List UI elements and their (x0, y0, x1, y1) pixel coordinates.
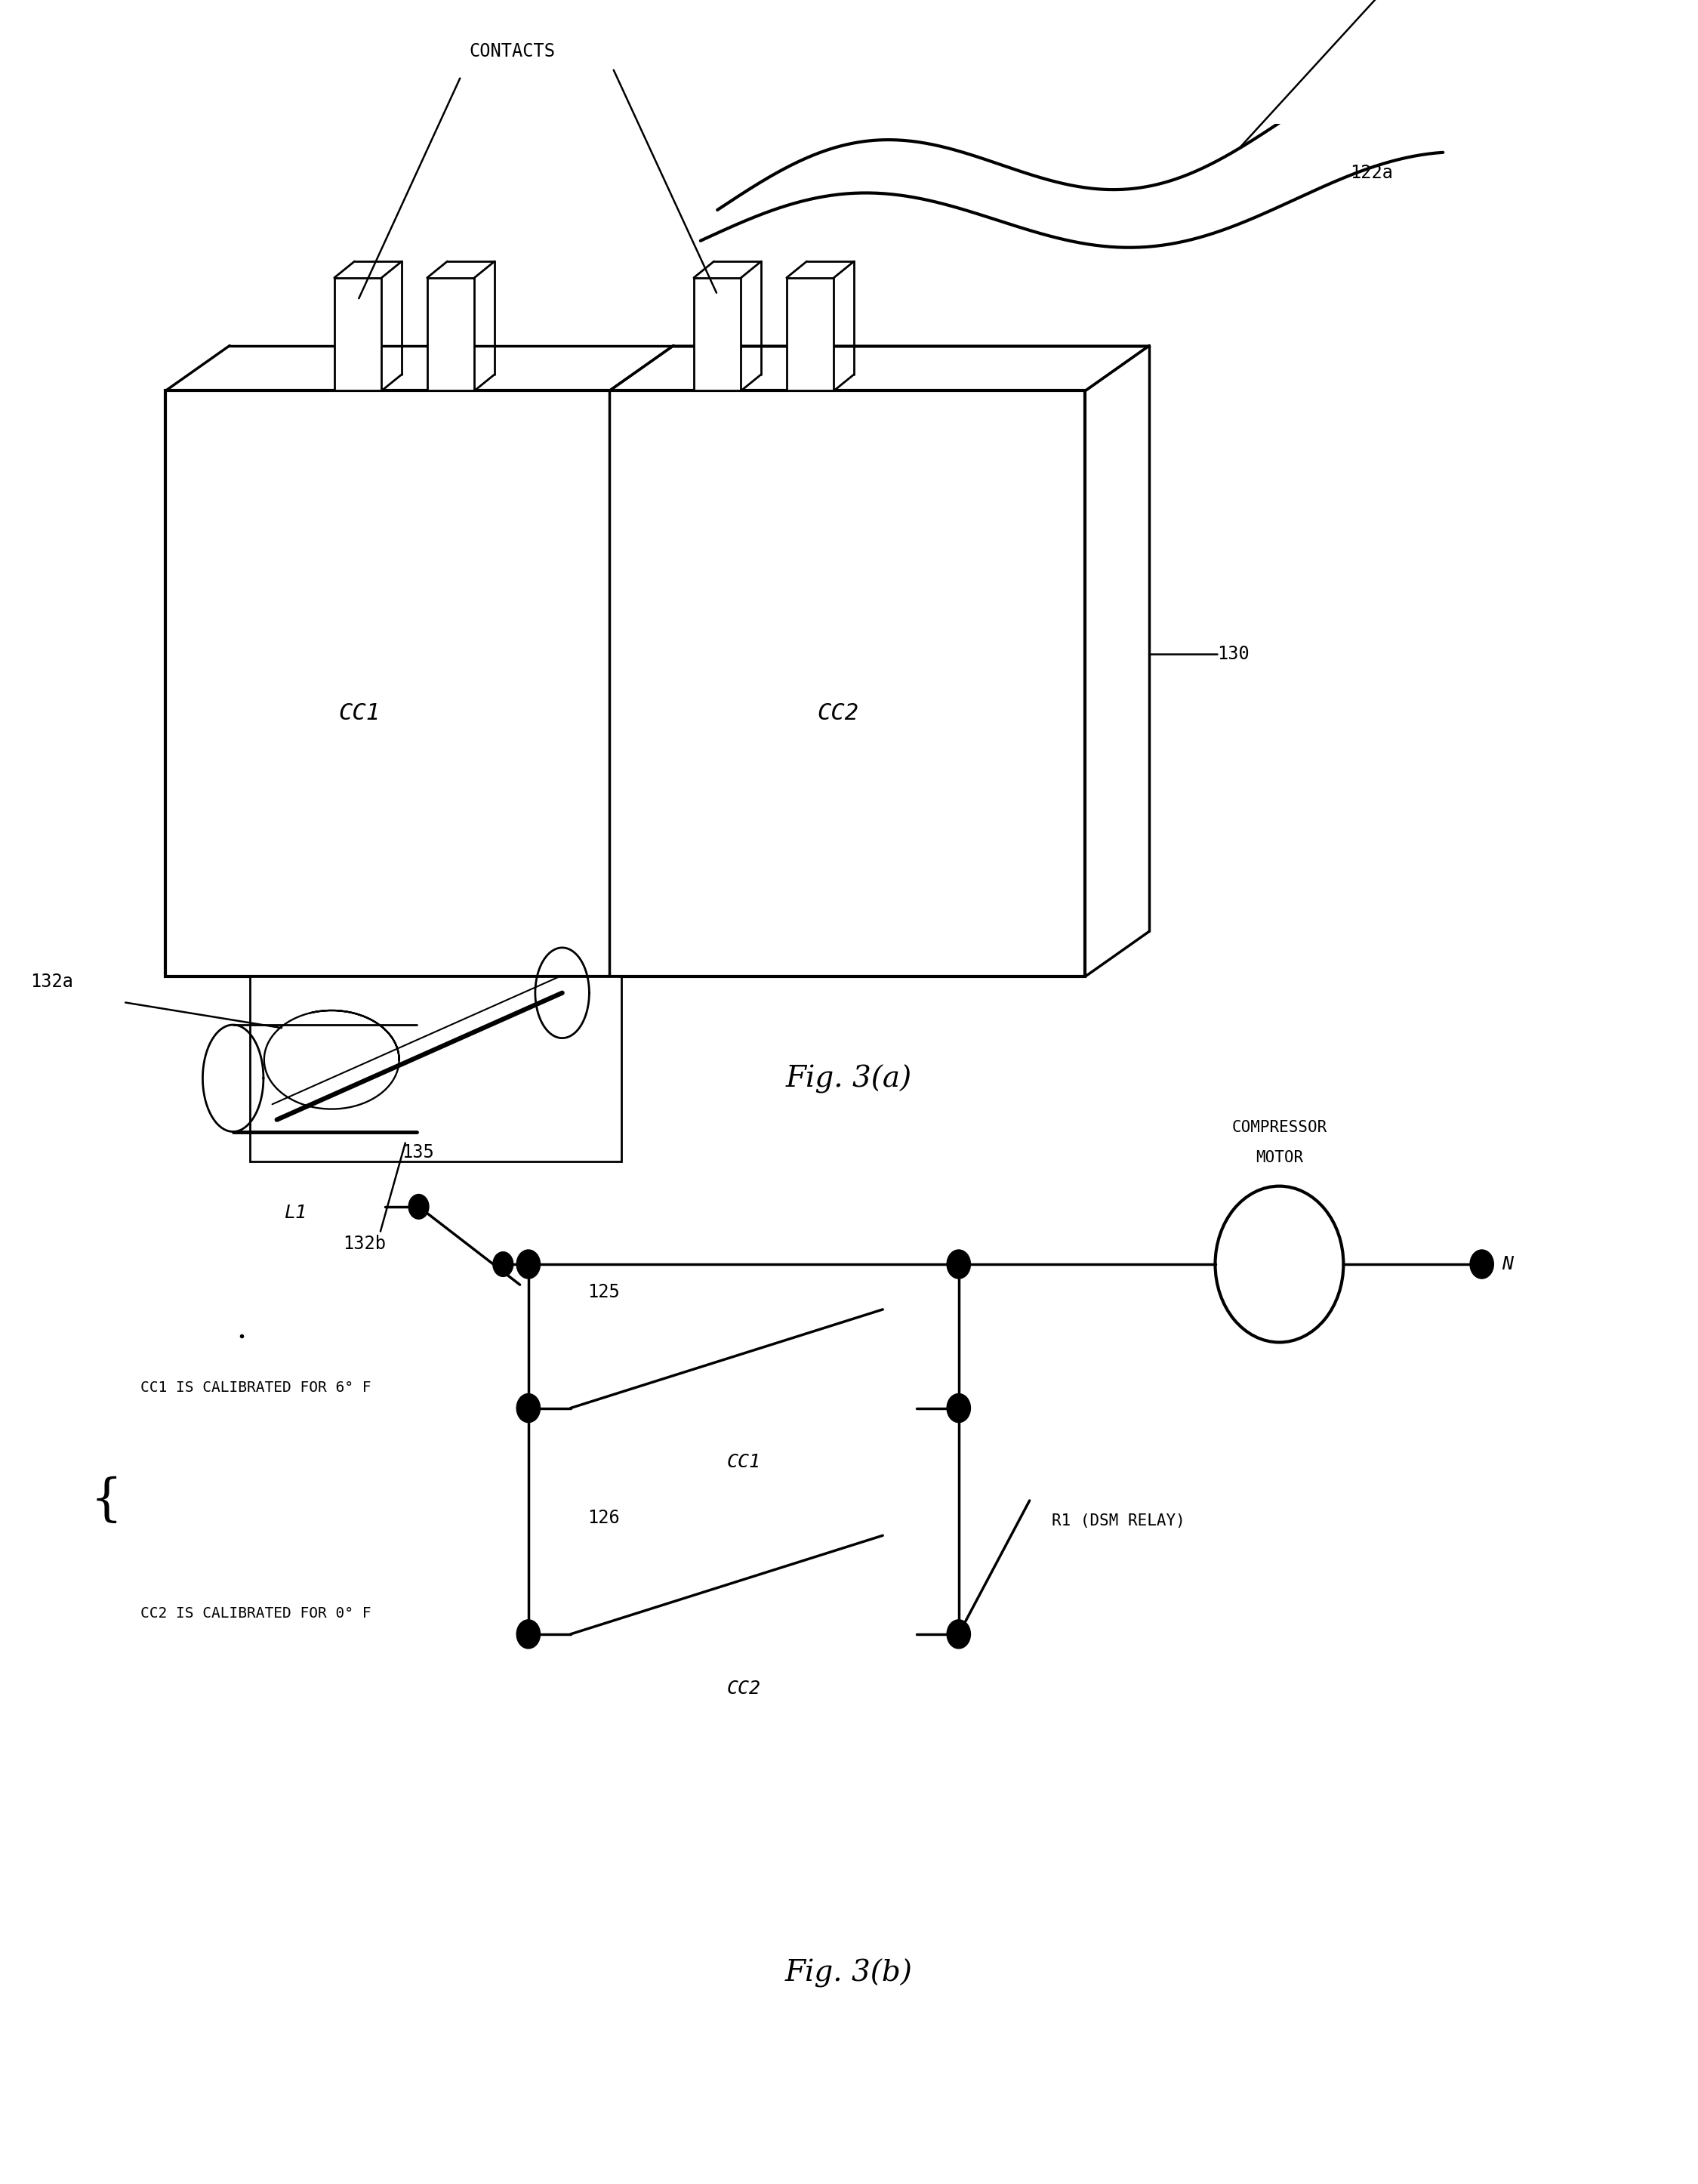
Bar (335, 277, 382, 391)
Circle shape (947, 1249, 971, 1278)
Text: CC1: CC1 (340, 701, 380, 723)
Circle shape (1470, 1249, 1494, 1278)
Text: MOTOR: MOTOR (1255, 1151, 1302, 1166)
Text: 130: 130 (1217, 644, 1250, 664)
Text: Fig. 3(b): Fig. 3(b) (784, 1959, 914, 1987)
Text: R1 (DSM RELAY): R1 (DSM RELAY) (1051, 1514, 1185, 1529)
Bar (428, 277, 474, 391)
Bar (786, 277, 834, 391)
Circle shape (947, 1621, 971, 1649)
Text: {: { (90, 1476, 122, 1524)
Text: Fig. 3(a): Fig. 3(a) (786, 1066, 912, 1094)
Text: CONTACTS: CONTACTS (469, 44, 555, 61)
Text: 132b: 132b (343, 1234, 385, 1254)
Text: 126: 126 (588, 1509, 620, 1527)
Circle shape (516, 1393, 540, 1422)
Text: CC2: CC2 (727, 1679, 761, 1697)
Text: L1: L1 (284, 1203, 306, 1221)
Text: CC2: CC2 (817, 701, 859, 723)
Text: 135: 135 (402, 1144, 435, 1162)
Bar (250, 976, 621, 1162)
Circle shape (409, 1195, 430, 1219)
Circle shape (516, 1249, 540, 1278)
Bar (166, 391, 1085, 976)
Text: CC1 IS CALIBRATED FOR 6° F: CC1 IS CALIBRATED FOR 6° F (141, 1380, 370, 1396)
Text: CC2 IS CALIBRATED FOR 0° F: CC2 IS CALIBRATED FOR 0° F (141, 1607, 370, 1621)
Circle shape (492, 1251, 513, 1278)
Text: 125: 125 (588, 1282, 620, 1302)
Text: COMPRESSOR: COMPRESSOR (1231, 1120, 1326, 1136)
Circle shape (516, 1621, 540, 1649)
Bar (694, 277, 740, 391)
Text: CC1: CC1 (727, 1452, 761, 1472)
Text: 122a: 122a (1350, 164, 1394, 181)
Circle shape (947, 1393, 971, 1422)
Text: N: N (1503, 1256, 1513, 1273)
Text: 132a: 132a (31, 972, 73, 992)
